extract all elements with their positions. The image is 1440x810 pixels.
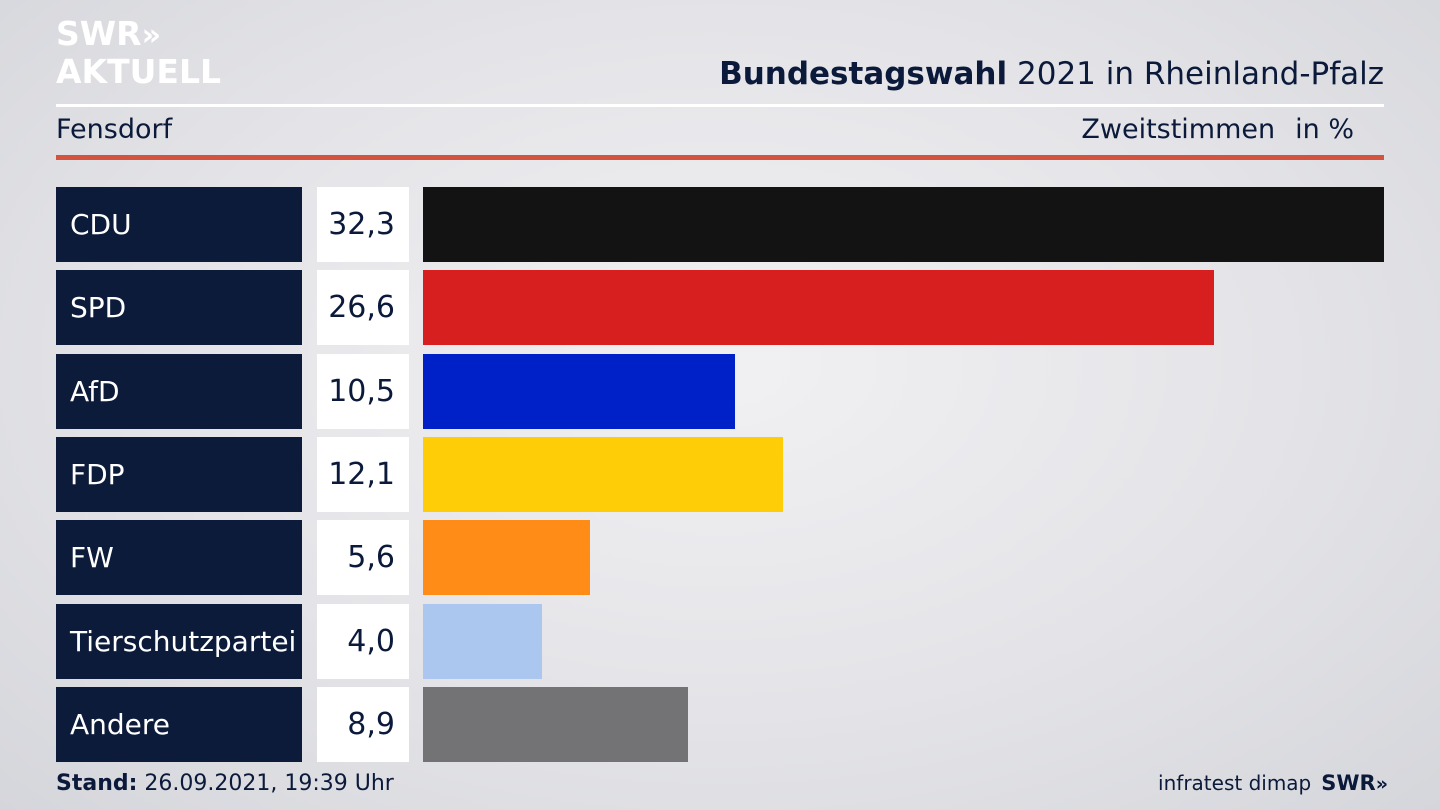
value-label: 4,0 bbox=[317, 604, 409, 679]
bar bbox=[423, 270, 1214, 345]
region-label: Fensdorf bbox=[56, 114, 173, 145]
bar-row: Tierschutzpartei 4,0 bbox=[56, 604, 1384, 679]
bar-row: AfD 10,5 bbox=[56, 354, 1384, 429]
bar-row: FW 5,6 bbox=[56, 520, 1384, 595]
unit-label: in % bbox=[1295, 114, 1354, 145]
party-label: CDU bbox=[56, 187, 302, 262]
source-credit: infratest dimap SWR» bbox=[1158, 771, 1388, 795]
logo-chevron-icon: » bbox=[141, 18, 162, 53]
party-label: Andere bbox=[56, 687, 302, 762]
bar bbox=[423, 604, 542, 679]
bar bbox=[423, 687, 688, 762]
logo-line-1: SWR» bbox=[56, 16, 226, 54]
bar-row: Andere 8,9 bbox=[56, 687, 1384, 762]
value-label: 32,3 bbox=[317, 187, 409, 262]
party-label: AfD bbox=[56, 354, 302, 429]
party-label: FW bbox=[56, 520, 302, 595]
logo-line-2: AKTUELL bbox=[56, 52, 222, 91]
votes-type-label: Zweitstimmen in % bbox=[1081, 114, 1354, 145]
swr-small-logo: SWR» bbox=[1321, 771, 1388, 795]
stand-label: Stand: bbox=[56, 771, 138, 796]
timestamp: Stand: 26.09.2021, 19:39 Uhr bbox=[56, 771, 394, 796]
votes-label: Zweitstimmen bbox=[1081, 114, 1276, 145]
chart-title-rest: 2021 in Rheinland-Pfalz bbox=[1017, 56, 1384, 92]
accent-divider bbox=[56, 155, 1384, 160]
bar-row: FDP 12,1 bbox=[56, 437, 1384, 512]
value-label: 10,5 bbox=[317, 354, 409, 429]
logo-swr-text: SWR bbox=[56, 14, 142, 53]
bar-row: SPD 26,6 bbox=[56, 270, 1384, 345]
swr-chevron-icon: » bbox=[1375, 773, 1388, 795]
value-label: 5,6 bbox=[317, 520, 409, 595]
bar bbox=[423, 187, 1384, 262]
bar-row: CDU 32,3 bbox=[56, 187, 1384, 262]
chart-title-bold: Bundestagswahl bbox=[719, 56, 1008, 92]
value-label: 8,9 bbox=[317, 687, 409, 762]
stand-value: 26.09.2021, 19:39 Uhr bbox=[144, 771, 394, 796]
party-label: FDP bbox=[56, 437, 302, 512]
bar bbox=[423, 520, 590, 595]
party-label: SPD bbox=[56, 270, 302, 345]
header-divider bbox=[56, 104, 1384, 107]
swr-aktuell-logo: SWR» AKTUELL bbox=[56, 16, 226, 92]
value-label: 26,6 bbox=[317, 270, 409, 345]
bar bbox=[423, 354, 735, 429]
swr-small-text: SWR bbox=[1321, 771, 1376, 795]
source-label: infratest dimap bbox=[1158, 771, 1312, 795]
value-label: 12,1 bbox=[317, 437, 409, 512]
result-bar-chart: CDU 32,3 SPD 26,6 AfD 10,5 FDP 12,1 FW 5,6 Tiersch… bbox=[56, 187, 1384, 762]
party-label: Tierschutzpartei bbox=[56, 604, 302, 679]
chart-title: Bundestagswahl 2021 in Rheinland-Pfalz bbox=[719, 56, 1384, 92]
bar bbox=[423, 437, 783, 512]
